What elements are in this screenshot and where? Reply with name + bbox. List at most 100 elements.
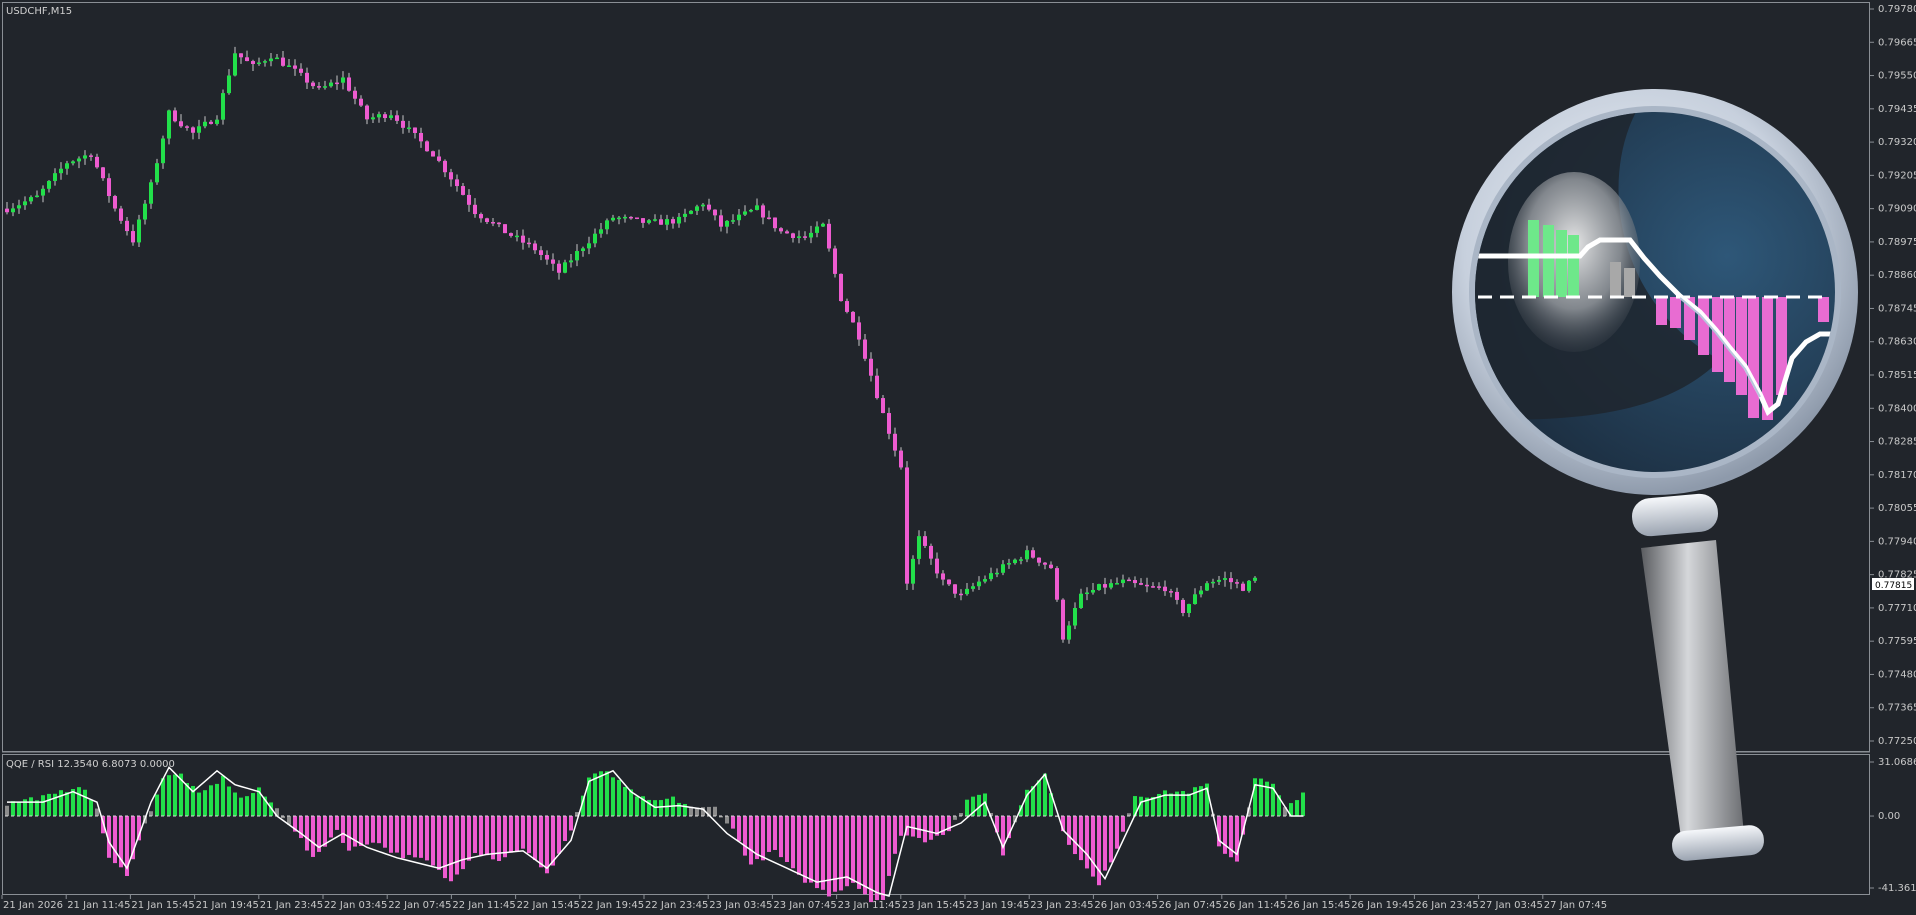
candle-body — [263, 61, 267, 63]
histogram-bar — [215, 783, 219, 817]
histogram-bar — [1265, 781, 1269, 817]
lens-histogram-bar — [1610, 262, 1621, 297]
candle-body — [605, 220, 609, 230]
histogram-bar — [1067, 816, 1071, 845]
candle-body — [335, 82, 339, 85]
histogram-bar — [449, 816, 453, 882]
candle-body — [1193, 594, 1197, 605]
histogram-bar — [251, 793, 255, 817]
histogram-bar — [881, 816, 885, 900]
histogram-bar — [71, 789, 75, 817]
histogram-bar — [1247, 807, 1251, 817]
price-tick-label: 0.78975 — [1878, 237, 1916, 248]
candle-body — [221, 93, 225, 120]
histogram-bar — [41, 795, 45, 817]
lens-histogram-bar — [1762, 297, 1773, 420]
candle-body — [857, 322, 861, 340]
candle-body — [311, 82, 315, 87]
histogram-bar — [1133, 796, 1137, 817]
histogram-bar — [1019, 805, 1023, 817]
candle-body — [107, 178, 111, 197]
histogram-bar — [233, 792, 237, 817]
price-tick-label: 0.79550 — [1878, 71, 1916, 82]
histogram-bar — [677, 802, 681, 817]
candle-body — [575, 251, 579, 261]
price-tick-label: 0.77595 — [1878, 636, 1916, 647]
candle-body — [1001, 564, 1005, 573]
histogram-bar — [695, 807, 699, 817]
candle-body — [647, 220, 651, 223]
candle-body — [503, 224, 507, 234]
histogram-bar — [509, 816, 513, 853]
candle-body — [47, 180, 51, 189]
histogram-bar — [833, 816, 837, 892]
candle-body — [821, 223, 825, 227]
candle-body — [1127, 579, 1131, 582]
histogram-bar — [479, 816, 483, 856]
histogram-bar — [185, 783, 189, 817]
candle-body — [185, 126, 189, 128]
candle-body — [827, 223, 831, 249]
candle-body — [1091, 589, 1095, 593]
candle-body — [989, 573, 993, 580]
histogram-bar — [1097, 816, 1101, 886]
price-tick-label: 0.77250 — [1878, 736, 1916, 747]
candle-body — [515, 235, 519, 238]
histogram-bar — [773, 816, 777, 850]
candle-body — [749, 209, 753, 212]
histogram-bar — [527, 816, 531, 854]
candle-body — [413, 127, 417, 133]
histogram-bar — [23, 799, 27, 817]
histogram-bar — [1061, 816, 1065, 832]
candle-body — [557, 263, 561, 273]
histogram-bar — [281, 816, 285, 819]
histogram-bar — [437, 816, 441, 870]
time-tick-label: 23 Jan 11:45 — [838, 900, 901, 911]
lens-histogram-bar — [1698, 297, 1709, 355]
time-tick-label: 26 Jan 11:45 — [1223, 900, 1286, 911]
candle-body — [203, 121, 207, 127]
indicator-pane-frame — [2, 754, 1870, 895]
histogram-bar — [287, 816, 291, 825]
histogram-bar — [389, 816, 393, 853]
histogram-bar — [761, 816, 765, 861]
histogram-bar — [293, 816, 297, 832]
histogram-bar — [965, 799, 969, 817]
histogram-bar — [1025, 789, 1029, 817]
histogram-bar — [35, 800, 39, 817]
histogram-bar — [491, 816, 495, 860]
lens-histogram-bar — [1748, 297, 1759, 418]
candle-body — [815, 226, 819, 233]
histogram-bar — [413, 816, 417, 858]
histogram-bar — [1049, 793, 1053, 817]
candle-body — [1211, 581, 1215, 584]
candle-body — [899, 450, 903, 468]
histogram-bar — [779, 816, 783, 858]
histogram-bar — [659, 800, 663, 817]
candle-body — [1157, 586, 1161, 588]
candle-body — [887, 413, 891, 434]
histogram-bar — [1121, 816, 1125, 832]
histogram-bar — [167, 775, 171, 817]
candle-body — [473, 204, 477, 215]
candle-body — [1019, 559, 1023, 561]
histogram-bar — [839, 816, 843, 891]
candle-body — [215, 119, 219, 124]
histogram-bar — [77, 787, 81, 817]
candle-body — [407, 127, 411, 130]
price-tick-label: 0.79435 — [1878, 104, 1916, 115]
candle-body — [233, 53, 237, 76]
histogram-bar — [425, 816, 429, 861]
histogram-bar — [1109, 816, 1113, 863]
candle-body — [143, 203, 147, 220]
candle-body — [383, 114, 387, 119]
histogram-bar — [1079, 816, 1083, 861]
candle-body — [347, 77, 351, 91]
candle-body — [755, 205, 759, 210]
price-tick-label: 0.79320 — [1878, 137, 1916, 148]
candle-body — [797, 236, 801, 238]
candle-body — [395, 115, 399, 121]
candle-body — [443, 160, 447, 173]
candle-body — [785, 231, 789, 234]
